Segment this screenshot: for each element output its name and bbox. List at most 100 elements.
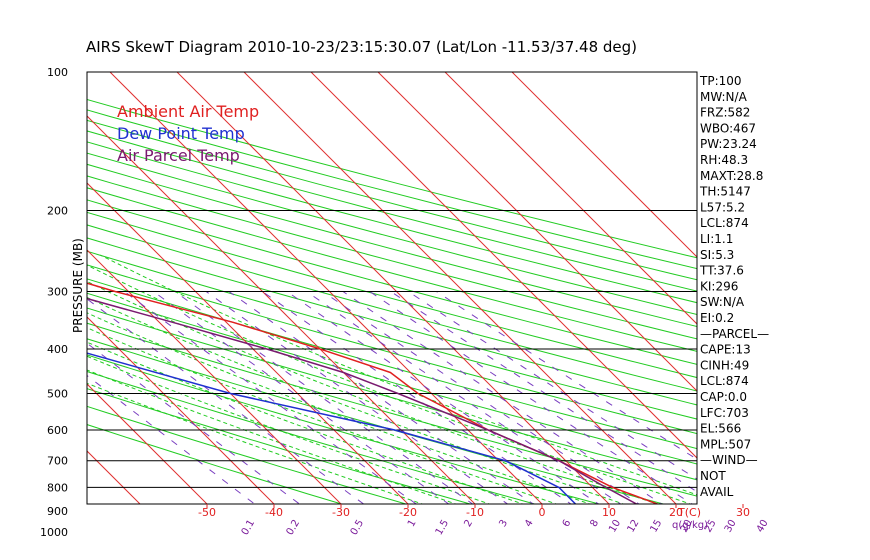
mixing-ratio-line [87,374,256,504]
y-axis-label: PRESSURE (MB) [71,238,85,333]
bottom-temp-tick-label: -20 [399,506,417,519]
mixing-ratio-tick-label: 8 [588,518,601,529]
moist-adiabat [87,312,592,504]
bottom-temp-unit: T(C) [677,506,701,519]
dry-adiabat [87,322,697,497]
mixing-ratio-tick-label: 2 [462,518,475,529]
index-value: LI:1.1 [700,232,733,246]
index-value: MW:N/A [700,90,748,104]
index-value: WBO:467 [700,121,756,135]
moist-adiabat [87,296,625,504]
mixing-ratio-tick-label: 30 [723,518,739,535]
bottom-temp-tick-label: 10 [602,506,616,519]
series-layer [87,282,660,504]
dry-adiabat [87,405,408,504]
isotherm [0,72,53,551]
dry-adiabat [87,187,697,352]
dry-adiabat [87,307,697,481]
mixing-ratio-tick-label: 0.1 [240,518,257,537]
isotherm [87,249,342,504]
bottom-temp-tick-label: 20 [669,506,683,519]
bottom-temp-tick-label: -10 [466,506,484,519]
index-value: TP:100 [699,74,742,88]
plot-frame [86,71,698,505]
index-value: L57:5.2 [700,200,745,214]
index-value: TH:5147 [699,185,751,199]
isotherm [87,383,208,504]
pressure-tick-label: 800 [47,481,68,494]
mixing-ratio-tick-label: 40 [755,518,771,535]
series-line [87,282,660,504]
isotherm [87,182,409,504]
moist-adiabat [87,327,558,504]
bottom-temp-tick-label: -50 [198,506,216,519]
mixing-ratio-tick-label: 1.5 [434,518,451,537]
grid-layer [0,72,697,551]
dry-adiabat [87,292,697,465]
mixing-ratio-unit: q(g/kg) [672,520,708,531]
index-value: CINH:49 [700,358,749,372]
moist-adiabat [100,254,697,496]
isotherm [87,450,141,504]
mixing-ratio-line [369,291,694,504]
isotherm [444,72,697,325]
index-value: LCL:874 [700,216,749,230]
mixing-ratio-line [306,291,622,504]
dry-adiabat [87,119,697,281]
series-line [87,297,639,504]
index-value: AVAIL [700,485,734,499]
mixing-ratio-line [342,291,663,504]
mixing-ratio-line [87,342,301,504]
moist-adiabat [87,355,491,504]
index-value: NOT [700,469,726,483]
dry-adiabat [87,175,697,340]
index-value: —WIND— [700,453,758,467]
dry-adiabat [87,338,666,504]
index-value: SI:5.3 [700,248,734,262]
mixing-ratio-line [262,291,572,504]
mixing-ratio-line [322,291,640,504]
mixing-ratio-line [436,291,697,460]
pressure-tick-label: 500 [47,388,68,401]
mixing-ratio-tick-label: 0.5 [349,518,366,537]
mixing-ratio-tick-label: 12 [626,518,642,535]
index-value: TT:37.6 [699,264,744,278]
isotherm [109,72,543,504]
index-value: KI:296 [700,279,738,293]
bottom-temp-tick-label: 0 [539,506,546,519]
index-value: EL:566 [700,422,741,436]
index-value: MPL:507 [700,437,751,451]
axes-layer: 1002003004005006007008009001000-120-110-… [40,66,771,539]
pressure-tick-label: 400 [47,343,68,356]
dry-adiabat [87,354,601,504]
isotherm [87,316,275,504]
mixing-ratio-line [390,291,697,493]
series-line [87,352,577,504]
index-value: PW:23.24 [700,137,757,151]
isotherm [310,72,697,459]
bottom-temp-tick-label: -40 [265,506,283,519]
dry-adiabat [87,264,697,435]
legend-entry: Dew Point Temp [117,124,245,143]
mixing-ratio-line [408,291,697,480]
index-value: CAP:0.0 [700,390,747,404]
mixing-ratio-line [124,291,418,504]
dry-adiabat [87,224,697,392]
index-value: FRZ:582 [700,106,750,120]
index-value: EI:0.2 [700,311,734,325]
dry-adiabat [87,237,697,406]
dry-adiabat [87,130,697,292]
pressure-tick-label: 300 [47,286,68,299]
isotherm [87,115,476,504]
dry-adiabat [87,211,697,379]
isotherm [377,72,697,392]
legend-entry: Air Parcel Temp [117,146,240,165]
isotherm [511,72,697,258]
dry-adiabat [87,109,697,270]
mixing-ratio-line [286,291,600,504]
pressure-tick-label: 600 [47,424,68,437]
index-value: LFC:703 [700,406,749,420]
pressure-tick-label: 900 [47,505,68,518]
